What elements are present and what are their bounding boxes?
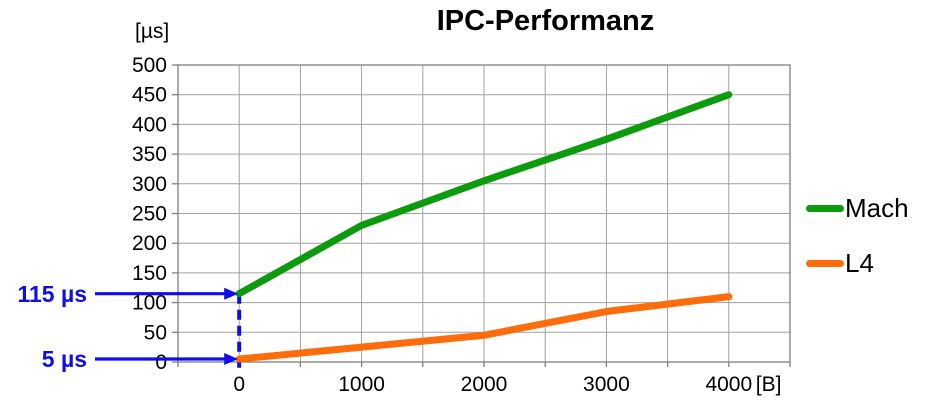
annotation-label-115us: 115 µs (17, 280, 87, 307)
x-axis-unit-label: [B] (756, 373, 782, 396)
chart-legend: Mach L4 (806, 193, 909, 303)
legend-label-mach: Mach (845, 193, 909, 223)
y-axis-unit-label: [µs] (135, 20, 170, 43)
annotation-label-5us: 5 µs (41, 346, 87, 373)
x-tick-label: 1000 (338, 373, 385, 396)
chart-title: IPC-Performanz (436, 5, 655, 37)
l4-line-marker-icon (806, 259, 844, 267)
y-tick-label: 500 (132, 54, 167, 77)
series-line-mach (235, 91, 733, 298)
y-tick-label: 250 (132, 203, 167, 226)
legend-label-l4: L4 (845, 248, 874, 278)
y-tick-label: 100 (132, 292, 167, 315)
legend-item-mach: Mach (806, 193, 909, 223)
x-tick-label: 2000 (461, 373, 508, 396)
annotation-arrowhead-icon (224, 353, 239, 366)
y-tick-label: 150 (132, 262, 167, 285)
x-tick-label: 0 (233, 373, 245, 396)
y-tick-label: 350 (132, 143, 167, 166)
x-tick-label: 4000 (705, 373, 752, 396)
legend-item-l4: L4 (806, 248, 909, 278)
annotation-arrowhead-icon (224, 287, 239, 300)
x-tick-label: 3000 (583, 373, 630, 396)
y-tick-label: 0 (155, 351, 167, 374)
y-tick-label: 300 (132, 173, 167, 196)
y-tick-label: 450 (132, 84, 167, 107)
y-tick-label: 50 (144, 321, 167, 344)
y-tick-label: 400 (132, 113, 167, 136)
y-tick-label: 200 (132, 232, 167, 255)
series-line-l4 (235, 293, 733, 363)
mach-line-marker-icon (806, 204, 844, 212)
